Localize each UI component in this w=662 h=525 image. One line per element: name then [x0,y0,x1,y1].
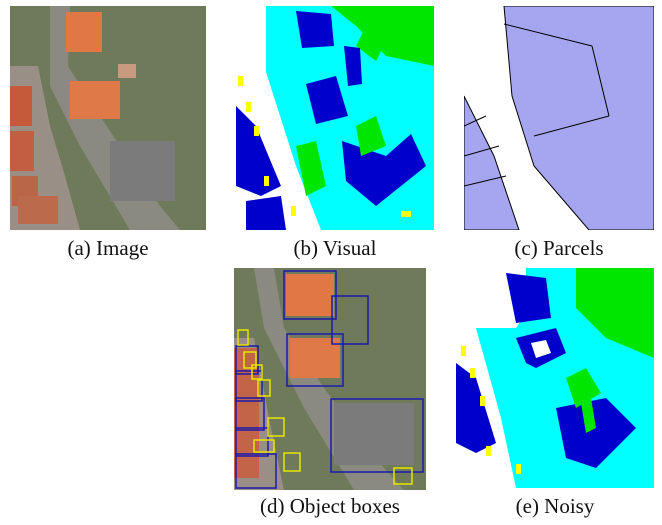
caption-visual: (b) Visual [293,236,377,260]
panel-parcels [464,6,654,230]
panel-object-boxes [234,268,426,490]
caption-parcels: (c) Parcels [514,236,604,260]
caption-noisy: (e) Noisy [515,494,595,518]
noisy-map [456,268,654,488]
panel-noisy [456,268,654,488]
panel-image [10,6,206,230]
panel-visual [236,6,434,230]
caption-object-boxes: (d) Object boxes [260,494,400,518]
object-boxes-image [234,268,426,490]
visual-map [236,6,434,230]
caption-image: (a) Image [67,236,149,260]
aerial-image [10,6,206,230]
parcels-map [464,6,654,230]
